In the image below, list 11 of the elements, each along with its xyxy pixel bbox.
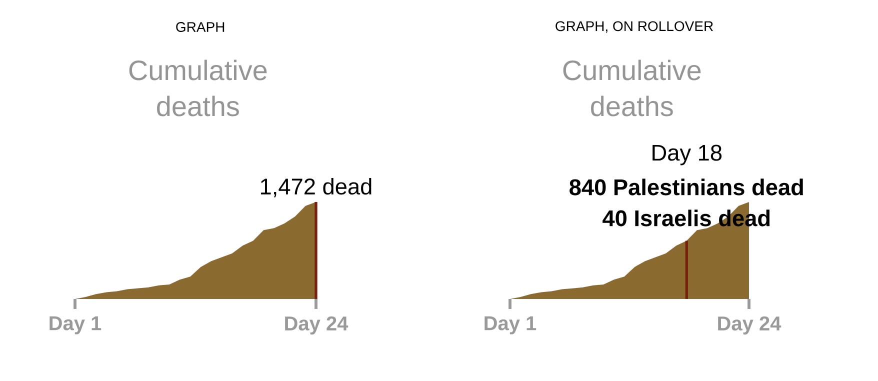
text: Day 18 <box>652 144 722 166</box>
y-axis-title: Cumulative deaths <box>563 60 701 116</box>
chart-title: GRAPH, ON ROLLOVER <box>556 21 713 33</box>
annotation: 1,472 dead <box>261 178 372 198</box>
x-tick-label: Day 1 <box>50 316 102 334</box>
x-tick-label: Day 1 <box>484 316 536 334</box>
text: 840 Palestinians dead <box>570 178 803 196</box>
y-axis-title: Cumulative deaths <box>129 60 267 116</box>
x-tick-label: Day 24 <box>718 316 782 334</box>
chart-title: GRAPH <box>176 22 224 32</box>
x-tick-label: Day 24 <box>285 316 348 334</box>
